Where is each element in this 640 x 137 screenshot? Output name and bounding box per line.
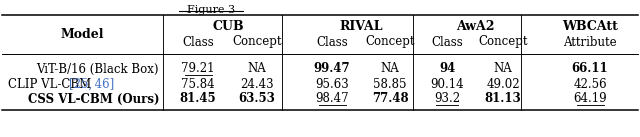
Text: Concept: Concept	[232, 35, 282, 48]
Text: 75.84: 75.84	[181, 78, 215, 91]
Text: Class: Class	[182, 35, 214, 48]
Text: AwA2: AwA2	[456, 21, 494, 34]
Text: 93.2: 93.2	[434, 92, 460, 105]
Text: 98.47: 98.47	[315, 92, 349, 105]
Text: ViT-B/16 (Black Box): ViT-B/16 (Black Box)	[36, 62, 159, 75]
Text: CSS VL-CBM (Ours): CSS VL-CBM (Ours)	[28, 92, 159, 105]
Text: CUB: CUB	[212, 21, 244, 34]
Text: 58.85: 58.85	[373, 78, 407, 91]
Text: 63.53: 63.53	[239, 92, 275, 105]
Text: 94: 94	[439, 62, 455, 75]
Text: [25, 46]: [25, 46]	[68, 78, 114, 91]
Text: 90.14: 90.14	[430, 78, 464, 91]
Text: RIVAL: RIVAL	[339, 21, 383, 34]
Text: NA: NA	[493, 62, 513, 75]
Text: WBCAtt: WBCAtt	[562, 21, 618, 34]
Text: Concept: Concept	[478, 35, 528, 48]
Text: Figure 3: Figure 3	[187, 5, 236, 15]
Text: 49.02: 49.02	[486, 78, 520, 91]
Text: NA: NA	[248, 62, 266, 75]
Text: 77.48: 77.48	[372, 92, 408, 105]
Text: 24.43: 24.43	[240, 78, 274, 91]
Text: 64.19: 64.19	[573, 92, 607, 105]
Text: 81.45: 81.45	[180, 92, 216, 105]
Text: 99.47: 99.47	[314, 62, 350, 75]
Text: 79.21: 79.21	[181, 62, 215, 75]
Text: Concept: Concept	[365, 35, 415, 48]
Text: Class: Class	[316, 35, 348, 48]
Text: Attribute: Attribute	[563, 35, 617, 48]
Text: Class: Class	[431, 35, 463, 48]
Text: 42.56: 42.56	[573, 78, 607, 91]
Text: CLIP VL-CBM: CLIP VL-CBM	[8, 78, 95, 91]
Text: 95.63: 95.63	[315, 78, 349, 91]
Text: 66.11: 66.11	[572, 62, 608, 75]
Text: NA: NA	[381, 62, 399, 75]
Text: 81.13: 81.13	[484, 92, 522, 105]
Text: Model: Model	[60, 28, 104, 41]
